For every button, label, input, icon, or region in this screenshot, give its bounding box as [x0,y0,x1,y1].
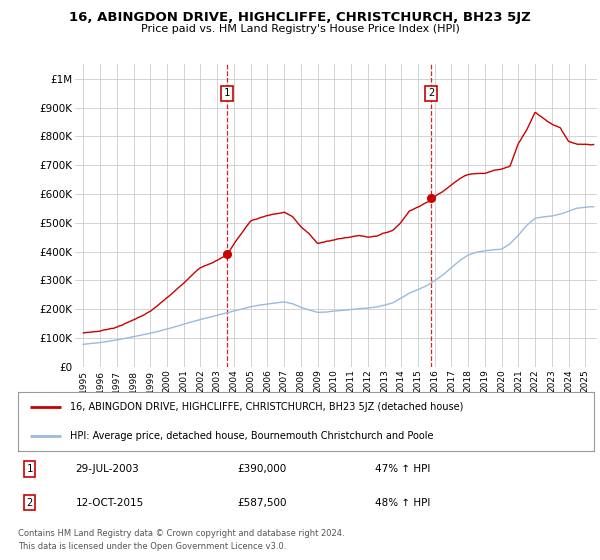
Text: 48% ↑ HPI: 48% ↑ HPI [375,498,430,507]
Text: 2: 2 [26,498,32,507]
Text: HPI: Average price, detached house, Bournemouth Christchurch and Poole: HPI: Average price, detached house, Bour… [70,431,433,441]
Text: Contains HM Land Registry data © Crown copyright and database right 2024.: Contains HM Land Registry data © Crown c… [18,529,344,538]
Text: 16, ABINGDON DRIVE, HIGHCLIFFE, CHRISTCHURCH, BH23 5JZ: 16, ABINGDON DRIVE, HIGHCLIFFE, CHRISTCH… [69,11,531,24]
Text: Price paid vs. HM Land Registry's House Price Index (HPI): Price paid vs. HM Land Registry's House … [140,24,460,34]
Text: 29-JUL-2003: 29-JUL-2003 [76,464,139,474]
Text: 1: 1 [224,88,230,98]
Text: 16, ABINGDON DRIVE, HIGHCLIFFE, CHRISTCHURCH, BH23 5JZ (detached house): 16, ABINGDON DRIVE, HIGHCLIFFE, CHRISTCH… [70,402,463,412]
Text: £390,000: £390,000 [237,464,286,474]
Text: 1: 1 [26,464,32,474]
Text: 2: 2 [428,88,434,98]
Text: 47% ↑ HPI: 47% ↑ HPI [375,464,430,474]
Text: This data is licensed under the Open Government Licence v3.0.: This data is licensed under the Open Gov… [18,542,286,550]
Text: £587,500: £587,500 [237,498,286,507]
Text: 12-OCT-2015: 12-OCT-2015 [76,498,144,507]
